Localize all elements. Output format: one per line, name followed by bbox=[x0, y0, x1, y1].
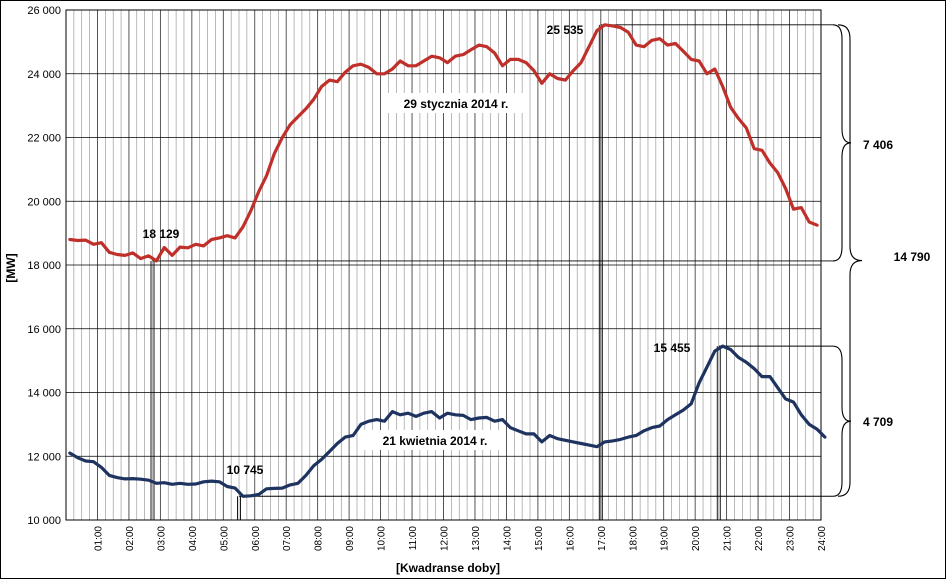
x-tick-labels: 01:00 02:00 03:00 04:00 05:00 06:00 07:00 08:00… bbox=[93, 526, 828, 551]
y-tick-label: 12 000 bbox=[27, 451, 61, 463]
range-total-label: 14 790 bbox=[894, 250, 931, 264]
y-tick-label: 16 000 bbox=[27, 324, 61, 336]
y-tick-label: 20 000 bbox=[27, 196, 61, 208]
x-tick-label: 03:00 bbox=[156, 526, 167, 551]
y-tick-label: 26 000 bbox=[27, 5, 61, 17]
x-tick-label: 11:00 bbox=[408, 526, 419, 551]
brace-total bbox=[837, 24, 863, 497]
x-tick-label: 18:00 bbox=[628, 526, 639, 551]
range-s1-label: 4 709 bbox=[863, 415, 893, 429]
helper-lines bbox=[150, 24, 833, 520]
x-tick-label: 02:00 bbox=[125, 526, 136, 551]
range-braces bbox=[832, 24, 863, 497]
x-tick-label: 10:00 bbox=[377, 526, 388, 551]
s1-max-label: 15 455 bbox=[654, 341, 691, 355]
x-tick-label: 08:00 bbox=[314, 526, 325, 551]
y-tick-labels: 10 000 12 000 14 000 16 000 18 000 20 000 22 0… bbox=[27, 5, 61, 527]
s1-min-label: 10 745 bbox=[227, 463, 264, 477]
x-tick-label: 17:00 bbox=[597, 526, 608, 551]
series1-label-bg bbox=[364, 430, 506, 450]
x-tick-label: 21:00 bbox=[723, 526, 734, 551]
plot-frame bbox=[65, 9, 822, 521]
series-line-1 bbox=[68, 344, 827, 498]
x-tick-label: 19:00 bbox=[660, 526, 671, 551]
s0-max-label: 25 535 bbox=[547, 23, 584, 37]
y-tick-label: 18 000 bbox=[27, 260, 61, 272]
x-tick-label: 23:00 bbox=[786, 526, 797, 551]
y-tick-label: 14 000 bbox=[27, 388, 61, 400]
range-s0-label: 7 406 bbox=[863, 138, 893, 152]
x-tick-label: 04:00 bbox=[188, 526, 199, 551]
brace-s0 bbox=[832, 24, 852, 262]
x-tick-label: 13:00 bbox=[471, 526, 482, 551]
y-tick-label: 22 000 bbox=[27, 133, 61, 145]
series0-label: 29 stycznia 2014 r. bbox=[404, 97, 509, 111]
series1-label: 21 kwietnia 2014 r. bbox=[383, 434, 488, 448]
s0-min-label: 18 129 bbox=[143, 227, 180, 241]
series-line-0 bbox=[68, 23, 819, 263]
series0-label-bg bbox=[386, 93, 526, 113]
x-tick-label: 05:00 bbox=[219, 526, 230, 551]
x-tick-label: 16:00 bbox=[565, 526, 576, 551]
x-tick-label: 07:00 bbox=[282, 526, 293, 551]
brace-s1 bbox=[832, 345, 852, 497]
x-tick-label: 09:00 bbox=[345, 526, 356, 551]
x-tick-label: 01:00 bbox=[93, 526, 104, 551]
series-lines bbox=[68, 23, 827, 498]
x-tick-label: 12:00 bbox=[440, 526, 451, 551]
x-tick-label: 20:00 bbox=[691, 526, 702, 551]
x-tick-label: 22:00 bbox=[754, 526, 765, 551]
y-tick-label: 24 000 bbox=[27, 69, 61, 81]
y-tick-label: 10 000 bbox=[27, 515, 61, 527]
x-tick-label: 24:00 bbox=[817, 526, 828, 551]
y-axis-label: [MW] bbox=[4, 253, 18, 282]
x-tick-label: 15:00 bbox=[534, 526, 545, 551]
x-tick-label: 14:00 bbox=[502, 526, 513, 551]
x-axis-label: [Kwadranse doby] bbox=[396, 561, 500, 575]
x-tick-label: 06:00 bbox=[251, 526, 262, 551]
